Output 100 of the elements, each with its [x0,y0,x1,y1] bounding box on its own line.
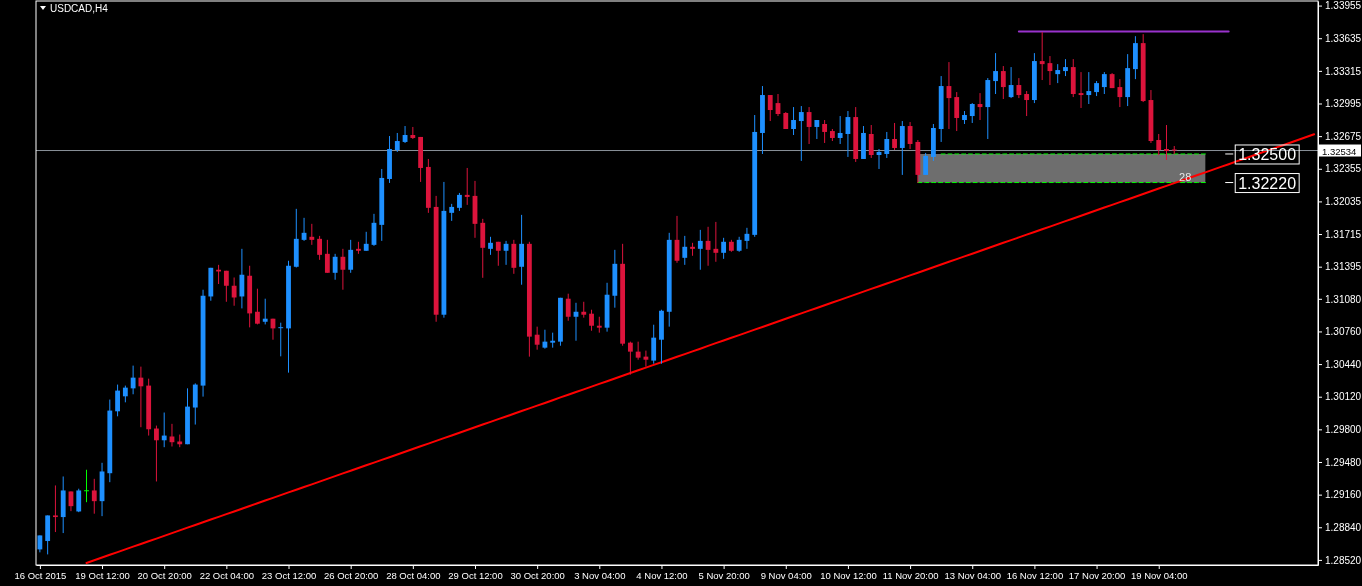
candlestick [721,237,727,260]
candlestick [969,102,975,124]
x-tick-label: 28 Oct 04:00 [386,569,441,581]
x-tick-label: 4 Nov 12:00 [636,569,688,581]
candlestick [223,270,229,303]
x-tick-label: 16 Nov 12:00 [1006,569,1064,581]
candlestick [627,341,633,376]
candlestick [1024,90,1030,117]
y-tick-label: 1.32995 [1325,98,1362,110]
candlestick [138,366,144,428]
candlestick [651,324,657,365]
y-tick-label: 1.31395 [1325,261,1362,273]
candlestick [130,365,136,395]
candlestick [899,120,905,176]
x-tick-label: 19 Oct 12:00 [75,569,130,581]
candlestick [84,469,89,503]
candlestick [682,235,688,266]
candlestick [363,231,369,252]
candlestick [822,119,828,144]
y-tick-label: 1.32355 [1325,163,1362,175]
candlestick [1016,77,1022,99]
line-series [85,133,1316,564]
x-tick-label: 26 Oct 20:00 [323,569,379,581]
candlestick [697,229,703,271]
candlestick [767,94,773,122]
x-tick-label: 16 Oct 2015 [14,569,67,581]
candlestick [837,115,843,145]
ref-line-label: 1.32534 [1322,145,1357,157]
candlestick [332,253,338,281]
y-tick-label: 1.30120 [1325,391,1362,403]
candlestick [791,106,796,136]
candlestick [324,239,330,274]
annotation: 1.32220 [1238,174,1297,192]
candlestick [309,223,315,246]
candlestick [348,239,354,274]
x-tick-label: 17 Nov 20:00 [1068,569,1126,581]
x-tick-label: 10 Nov 12:00 [820,569,877,581]
y-tick-label: 1.30440 [1325,358,1362,370]
x-tick-label: 20 Oct 20:00 [137,569,192,581]
y-tick-label: 1.29480 [1325,456,1362,468]
x-tick-label: 22 Oct 04:00 [199,569,255,581]
candlestick [534,326,540,351]
candlestick [53,484,58,533]
x-tick-label: 23 Oct 12:00 [261,569,317,581]
candlestick [892,122,897,151]
x-tick-label: 29 Oct 12:00 [448,569,503,581]
y-tick-label: 1.31080 [1325,293,1362,305]
candlestick [1117,78,1123,108]
candlestick [1164,124,1169,161]
x-tick-label: 5 Nov 20:00 [698,569,750,581]
candlestick [798,105,804,162]
candlestick [993,52,998,95]
candlestick [262,298,268,325]
candlestick [565,293,571,322]
candlestick [76,488,82,513]
candlestick [635,341,641,361]
x-tick-label: 11 Nov 20:00 [882,569,939,581]
candlestick [954,91,960,132]
candlestick [231,276,237,307]
candlestick [239,248,245,309]
candlestick [154,425,159,482]
y-tick-label: 1.32675 [1325,130,1362,142]
y-tick-label: 1.29800 [1325,424,1362,436]
y-tick-label: 1.30760 [1325,326,1362,338]
candlestick [278,322,284,357]
candlestick [340,248,346,291]
candlestick [884,131,890,159]
candlestick [519,214,525,286]
candlestick [923,152,929,176]
candlestick [868,124,874,159]
y-tick-label: 1.28840 [1325,521,1362,533]
x-tick-label: 19 Nov 04:00 [1130,569,1188,581]
candlestick [814,119,820,140]
y-tick-label: 1.28520 [1325,554,1362,566]
candlestick [115,384,120,417]
y-tick-label: 1.33635 [1325,32,1362,44]
x-tick-label: 3 Nov 04:00 [574,569,626,581]
x-tick-label: 13 Nov 04:00 [944,569,1002,581]
candlestick [1000,65,1006,100]
chart-title: USDCAD,H4 [50,3,109,14]
x-tick-label: 30 Oct 20:00 [510,569,565,581]
y-tick-label: 1.31715 [1325,228,1362,240]
candlestick [1086,71,1092,105]
candlestick [1008,66,1014,99]
y-tick-label: 1.33955 [1325,0,1362,12]
candlestick [464,167,470,206]
candlestick [394,132,400,153]
candlestick [1039,31,1045,81]
candlestick [511,239,517,275]
candlestick [1156,133,1162,156]
candlestick [317,235,322,261]
y-tick-label: 1.29160 [1325,489,1362,501]
x-tick-label: 9 Nov 04:00 [760,569,812,581]
candlestick [713,221,719,263]
candlestick [255,288,260,325]
candlestick [488,236,493,256]
candlestick [1101,71,1107,95]
y-tick-label: 1.33315 [1325,65,1362,77]
y-tick-label: 1.32035 [1325,196,1362,208]
candlestick [91,478,97,515]
